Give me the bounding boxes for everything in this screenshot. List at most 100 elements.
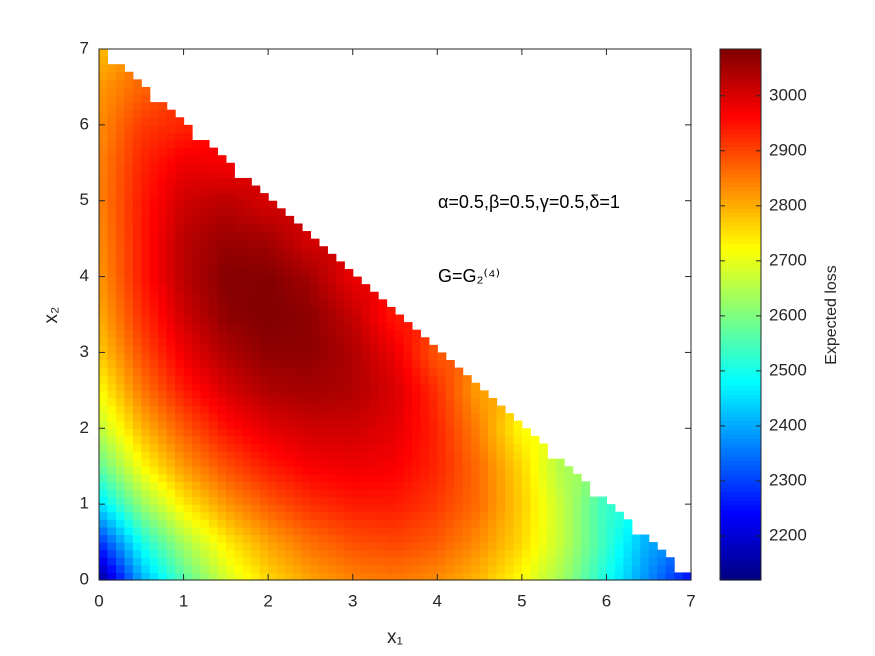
- heat-cell: [259, 405, 269, 414]
- heat-cell: [318, 397, 328, 407]
- heat-cell: [301, 375, 312, 384]
- heat-cell: [132, 276, 142, 285]
- heat-cell: [403, 375, 413, 384]
- heat-cell: [318, 299, 328, 308]
- heat-cell: [251, 428, 261, 437]
- heat-cell: [208, 276, 218, 285]
- heat-cell: [352, 564, 362, 574]
- heat-cell: [411, 360, 421, 369]
- heat-cell: [327, 329, 337, 338]
- heat-cell: [293, 253, 303, 262]
- heat-cell: [158, 132, 168, 141]
- heat-cell: [276, 473, 286, 482]
- heat-cell: [183, 496, 193, 505]
- colorbar-tick-label: 2300: [769, 470, 807, 489]
- heat-cell: [115, 284, 125, 293]
- heat-cell: [99, 511, 109, 520]
- heat-cell: [301, 526, 312, 536]
- heat-cell: [149, 344, 159, 354]
- heat-cell: [141, 572, 151, 581]
- heat-cell: [99, 177, 109, 187]
- heat-cell: [175, 200, 185, 209]
- heat-cell: [208, 435, 218, 445]
- heat-cell: [124, 526, 134, 536]
- heat-cell: [471, 481, 481, 490]
- heat-cell: [141, 185, 151, 194]
- y-tick-label: 6: [80, 114, 89, 133]
- heat-cell: [158, 314, 168, 323]
- heat-cell: [352, 314, 362, 323]
- heat-cell: [217, 367, 227, 376]
- heat-cell: [657, 564, 667, 574]
- heat-cell: [242, 390, 252, 399]
- heat-cell: [225, 367, 235, 376]
- heat-cell: [217, 352, 227, 361]
- heat-cell: [234, 382, 244, 391]
- heat-cell: [285, 572, 295, 581]
- heat-cell: [158, 109, 168, 118]
- heat-cell: [471, 504, 481, 513]
- heat-cell: [361, 519, 371, 528]
- heat-cell: [445, 397, 455, 407]
- heat-cell: [285, 390, 295, 399]
- heat-cell: [183, 185, 193, 194]
- colorbar-strip: [720, 394, 761, 400]
- heat-cell: [208, 291, 218, 300]
- heat-cell: [124, 352, 134, 361]
- heat-cell: [234, 223, 244, 232]
- colorbar-strip: [720, 354, 761, 360]
- heat-cell: [200, 397, 210, 407]
- heat-cell: [318, 360, 328, 369]
- heat-cell: [149, 162, 159, 171]
- heat-cell: [623, 557, 633, 566]
- heat-cell: [301, 306, 312, 316]
- heat-cell: [411, 496, 421, 505]
- heat-cell: [115, 314, 125, 323]
- heat-cell: [234, 428, 244, 437]
- heat-cell: [386, 443, 396, 452]
- heat-cell: [259, 306, 269, 316]
- heat-cell: [158, 435, 168, 445]
- heat-cell: [378, 420, 388, 429]
- heat-cell: [242, 519, 252, 528]
- heat-cell: [411, 481, 421, 490]
- heat-cell: [369, 504, 379, 513]
- heat-cell: [149, 238, 159, 247]
- heat-cell: [530, 526, 540, 536]
- heat-cell: [555, 504, 565, 513]
- heat-cell: [149, 488, 159, 498]
- heat-cell: [132, 488, 142, 498]
- heat-cell: [234, 451, 244, 460]
- heat-cell: [496, 564, 506, 574]
- heat-cell: [208, 155, 218, 164]
- colorbar-strip: [720, 487, 761, 493]
- heat-cell: [208, 367, 218, 376]
- heat-cell: [285, 375, 295, 384]
- heat-cell: [107, 223, 117, 232]
- heat-cell: [149, 466, 159, 475]
- heat-cell: [200, 375, 210, 384]
- heat-cell: [259, 488, 269, 498]
- heat-cell: [335, 352, 345, 361]
- heat-cell: [192, 488, 202, 498]
- colorbar-strip: [720, 549, 761, 555]
- heat-cell: [293, 473, 303, 482]
- heat-cell: [310, 329, 320, 338]
- heat-cell: [631, 572, 641, 581]
- heat-cell: [564, 473, 574, 482]
- heat-cell: [378, 375, 388, 384]
- heat-cell: [200, 504, 210, 513]
- heat-cell: [99, 504, 109, 513]
- y-axis-label: x₂: [41, 307, 62, 324]
- heat-cell: [166, 413, 176, 422]
- heat-cell: [488, 443, 498, 452]
- heat-cell: [268, 238, 278, 247]
- heat-cell: [99, 299, 109, 308]
- heat-cell: [208, 299, 218, 308]
- colorbar-strip: [720, 358, 761, 364]
- colorbar-strip: [720, 456, 761, 462]
- heat-cell: [158, 208, 168, 217]
- heat-cell: [107, 549, 117, 558]
- heat-cell: [462, 458, 472, 467]
- heat-cell: [513, 435, 523, 445]
